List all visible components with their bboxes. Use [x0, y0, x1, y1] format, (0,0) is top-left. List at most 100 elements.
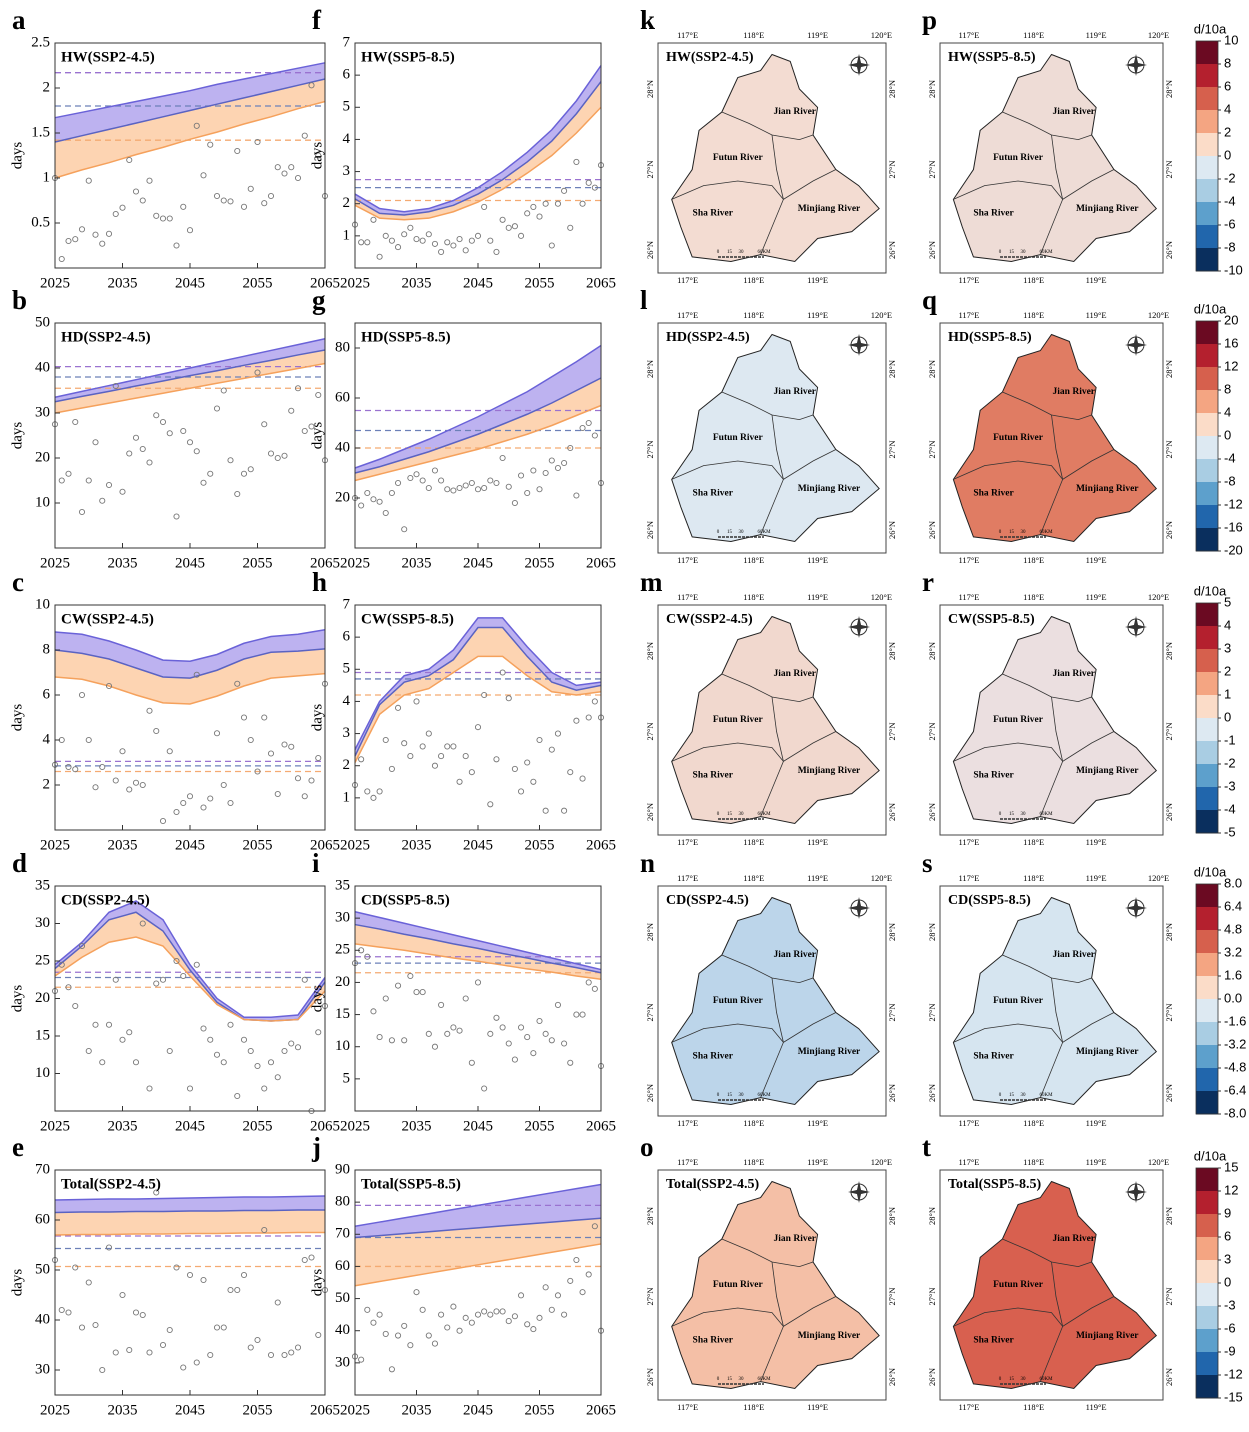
trend-line: [54, 1209, 325, 1214]
observed-point: [394, 244, 402, 251]
observed-point: [65, 237, 72, 245]
y-tick-label: 90: [335, 1161, 350, 1177]
observed-point: [261, 1226, 268, 1234]
observed-point: [220, 1324, 227, 1331]
colorbar-block: [1196, 741, 1218, 765]
x-tick-label: 2045: [175, 1402, 205, 1418]
river-label: Futun River: [993, 715, 1044, 725]
colorbar-tick-label: 0.0: [1224, 990, 1242, 1005]
observed-point: [530, 778, 537, 785]
lat-label: 28°N: [887, 360, 897, 378]
x-tick-label: 2025: [40, 1402, 70, 1418]
lon-label: 118°E: [743, 1118, 764, 1128]
river-label: Jian River: [1053, 107, 1096, 117]
panel-title: CW(SSP5-8.5): [361, 611, 454, 627]
y-tick-label: 2: [43, 79, 51, 95]
colorbar-block: [1196, 248, 1218, 272]
observed-point: [530, 203, 537, 210]
observed-point: [281, 1047, 288, 1055]
river-label: Minjiang River: [1076, 1047, 1139, 1057]
observed-point: [524, 1034, 531, 1041]
observed-point: [407, 972, 414, 980]
scale-label: 60KM: [757, 812, 771, 817]
river-label: Minjiang River: [1076, 204, 1139, 214]
sub-basin-boundary: [953, 1307, 1063, 1327]
observed-point: [364, 489, 371, 497]
x-tick-label: 2065: [310, 1118, 340, 1134]
observed-point: [567, 1059, 574, 1066]
observed-point: [579, 424, 586, 432]
lat-label: 26°N: [1164, 1368, 1174, 1386]
observed-point: [267, 1351, 275, 1359]
lon-label: 118°E: [743, 30, 764, 40]
observed-point: [126, 156, 133, 164]
lat-label: 27°N: [1164, 1003, 1174, 1021]
panel-title: Total(SSP2-4.5): [61, 1176, 161, 1192]
colorbar-block: [1196, 505, 1218, 529]
colorbar-unit: d/10a: [1194, 21, 1227, 36]
observed-point: [200, 172, 207, 179]
lat-label: 28°N: [645, 1207, 655, 1225]
y-axis-label: days: [309, 704, 325, 732]
colorbar-block: [1196, 344, 1218, 368]
observed-point: [193, 448, 200, 455]
river-label: Sha River: [693, 208, 734, 218]
scale-label: 15: [1009, 530, 1015, 535]
trend-line: [354, 1183, 602, 1227]
observed-point: [281, 741, 288, 748]
observed-point: [72, 1002, 79, 1010]
x-tick-label: 2055: [243, 1402, 273, 1418]
observed-point: [227, 457, 234, 464]
observed-point: [200, 479, 207, 486]
colorbar-block: [1196, 41, 1218, 65]
x-tick-label: 2025: [40, 555, 70, 571]
colorbar-block: [1196, 436, 1218, 460]
observed-point: [173, 957, 180, 965]
observed-point: [92, 784, 99, 791]
colorbar-unit: d/10a: [1194, 583, 1227, 598]
observed-point: [548, 746, 555, 753]
panel-title: CW(SSP2-4.5): [61, 611, 154, 627]
scale-label: 15: [727, 812, 733, 817]
observed-point: [315, 754, 322, 762]
lat-label: 28°N: [1164, 1207, 1174, 1225]
observed-point: [438, 1311, 445, 1318]
scale-label: 0: [717, 1377, 720, 1382]
compass-needle: [1125, 897, 1147, 919]
x-tick-label: 2035: [402, 1118, 432, 1134]
compass-needle: [848, 334, 870, 356]
colorbar-tick-label: 12: [1224, 1182, 1238, 1197]
sub-basin-boundary: [783, 449, 837, 480]
scale-label: 60KM: [1039, 1093, 1053, 1098]
observed-point: [468, 1319, 475, 1326]
colorbar-block: [1196, 133, 1218, 157]
lat-label: 28°N: [887, 80, 897, 98]
lon-label: 119°E: [1086, 310, 1107, 320]
observed-point: [382, 995, 389, 1002]
observed-point: [105, 230, 113, 237]
river-label: Futun River: [713, 996, 764, 1006]
observed-point: [493, 1308, 500, 1315]
scale-label: 15: [1009, 1093, 1015, 1098]
observed-point: [274, 1299, 281, 1306]
colorbar-tick-label: -15: [1224, 1389, 1243, 1404]
observed-point: [394, 479, 402, 487]
observed-point: [505, 483, 512, 490]
colorbar-tick-label: 6: [1224, 1228, 1231, 1243]
observed-point: [407, 224, 414, 231]
lon-label: 117°E: [677, 555, 698, 565]
observed-point: [186, 1271, 194, 1279]
trend-line: [54, 78, 326, 143]
observed-point: [474, 1311, 482, 1318]
lat-label: 28°N: [1164, 360, 1174, 378]
panel-letter: s: [922, 848, 933, 878]
lat-label: 27°N: [887, 722, 897, 740]
lon-label: 119°E: [1086, 592, 1107, 602]
observed-point: [438, 1001, 445, 1008]
observed-point: [294, 174, 302, 182]
y-tick-label: 10: [35, 494, 50, 510]
observed-point: [499, 1308, 506, 1315]
observed-point: [554, 1001, 562, 1008]
uncertainty-band: [355, 378, 601, 481]
observed-point: [72, 766, 79, 773]
